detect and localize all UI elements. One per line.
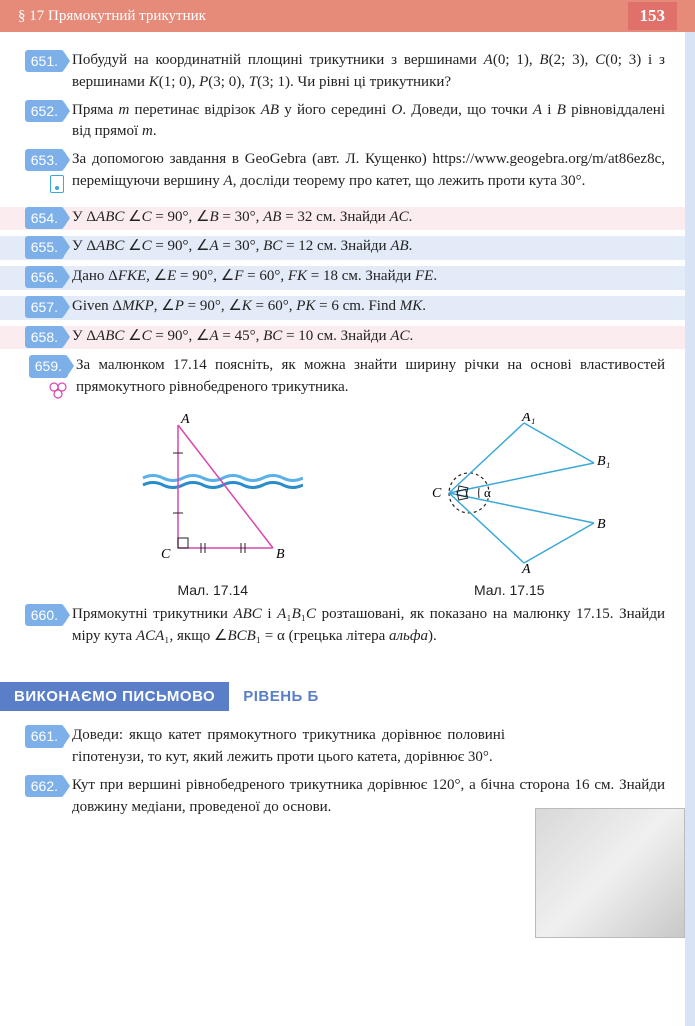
- label-B1: B₁: [597, 454, 610, 469]
- problem-number: 651.: [25, 50, 64, 72]
- problem-number: 662.: [25, 775, 64, 797]
- figures-row: A C B Мал. 17.14 α C A₁ B₁: [72, 413, 665, 598]
- section-band: ВИКОНАЄМО ПИСЬМОВО РІВЕНЬ Б: [0, 679, 695, 713]
- problem-row: 654. У ΔABC ∠C = 90°, ∠B = 30°, AB = 32 с…: [0, 207, 695, 231]
- problem-number: 656.: [25, 266, 64, 288]
- problem-row: 659. За малюнком 17.14 поясніть, як можна…: [14, 355, 665, 407]
- label-C2: C: [432, 486, 442, 501]
- section-title: § 17 Прямокутний трикутник: [18, 8, 206, 25]
- fig-1715-svg: α C A₁ B₁ B A: [404, 413, 614, 573]
- label-A: A: [180, 413, 190, 427]
- problem-number: 655.: [25, 236, 64, 258]
- problem-row: 658. У ΔABC ∠C = 90°, ∠A = 45°, BC = 10 с…: [0, 326, 695, 350]
- figure-17-15: α C A₁ B₁ B A Мал. 17.15: [404, 413, 614, 598]
- problem-row: 656. Дано ΔFKE, ∠E = 90°, ∠F = 60°, FK = …: [0, 266, 695, 290]
- problem-660: 660. Прямокутні трикутники ABC і A₁B₁C р…: [14, 604, 665, 648]
- figure-17-14: A C B Мал. 17.14: [123, 413, 303, 598]
- label-A1: A₁: [521, 413, 535, 425]
- band-level: РІВЕНЬ Б: [229, 682, 333, 711]
- label-C: C: [161, 547, 171, 562]
- problem-number: 661.: [25, 725, 64, 747]
- fig-caption-1: Мал. 17.14: [123, 582, 303, 598]
- problem-text: Прямокутні трикутники ABC і A₁B₁C розташ…: [72, 604, 665, 648]
- fig-1714-svg: A C B: [123, 413, 303, 573]
- problem-row: 655. У ΔABC ∠C = 90°, ∠A = 30°, BC = 12 с…: [0, 236, 695, 260]
- side-decoration: [685, 32, 695, 1026]
- problem-text: Given ΔMKP, ∠P = 90°, ∠K = 60°, PK = 6 c…: [72, 296, 665, 318]
- band-title: ВИКОНАЄМО ПИСЬМОВО: [0, 682, 229, 711]
- problem-text: Пряма m перетинає відрізок AB у його сер…: [72, 100, 665, 144]
- problem-text: За допомогою завдання в GeoGebra (авт. Л…: [72, 149, 665, 193]
- problem-text: Доведи: якщо катет прямокутного трикутни…: [72, 725, 665, 769]
- problem-number: 658.: [25, 326, 64, 348]
- problem-text: У ΔABC ∠C = 90°, ∠A = 30°, BC = 12 см. З…: [72, 236, 665, 258]
- problem-number: 657.: [25, 296, 64, 318]
- device-icon: [50, 175, 64, 193]
- fig-caption-2: Мал. 17.15: [404, 582, 614, 598]
- problem-row: 661. Доведи: якщо катет прямокутного трик…: [14, 725, 665, 769]
- page-number: 153: [628, 2, 678, 30]
- problem-text: У ΔABC ∠C = 90°, ∠B = 30°, AB = 32 см. З…: [72, 207, 665, 229]
- problem-text: Дано ΔFKE, ∠E = 90°, ∠F = 60°, FK = 18 с…: [72, 266, 665, 288]
- problem-text: У ΔABC ∠C = 90°, ∠A = 45°, BC = 10 см. З…: [72, 326, 665, 348]
- label-B2: B: [597, 517, 606, 532]
- problem-text: Побудуй на координатній площині трикутни…: [72, 50, 665, 94]
- problem-number: 654.: [25, 207, 64, 229]
- problem-number: 653.: [25, 149, 64, 171]
- problem-row: 653. За допомогою завдання в GeoGebra (ав…: [14, 149, 665, 201]
- label-alpha: α: [484, 485, 491, 500]
- label-A2: A: [521, 562, 531, 573]
- problem-row: 657. Given ΔMKP, ∠P = 90°, ∠K = 60°, PK =…: [0, 296, 695, 320]
- problem-number: 660.: [25, 604, 64, 626]
- circles-icon: [48, 381, 68, 399]
- problem-text: За малюнком 17.14 поясніть, як можна зна…: [76, 355, 665, 399]
- problem-number: 652.: [25, 100, 64, 122]
- problem-number: 659.: [29, 355, 68, 377]
- problem-row: 652. Пряма m перетинає відрізок AB у його…: [14, 100, 665, 144]
- student-photo: [535, 808, 685, 938]
- problem-row: 651. Побудуй на координатній площині трик…: [14, 50, 665, 94]
- page-header: § 17 Прямокутний трикутник 153: [0, 0, 695, 32]
- page-content: 651. Побудуй на координатній площині трик…: [0, 32, 695, 663]
- label-B: B: [276, 547, 285, 562]
